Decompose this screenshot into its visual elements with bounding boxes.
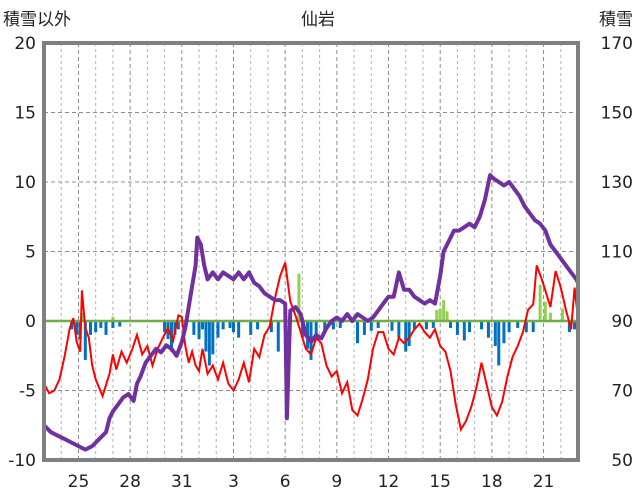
negative-bar [204, 321, 208, 352]
negative-bar [455, 321, 459, 335]
negative-bar [480, 321, 484, 330]
negative-bar [94, 321, 98, 333]
negative-bar [249, 321, 253, 335]
negative-bar [323, 321, 327, 333]
x-tick-label: 12 [378, 472, 400, 492]
x-tick-label: 25 [68, 472, 90, 492]
plot-frame [42, 41, 580, 462]
x-tick-label: 21 [533, 472, 555, 492]
right-tick-label: 130 [601, 173, 633, 193]
snow-depth-line [42, 173, 580, 452]
positive-bar [442, 300, 446, 321]
left-tick-label: 5 [25, 243, 36, 263]
left-tick-label: -5 [19, 382, 36, 402]
negative-bar [216, 321, 220, 338]
right-tick-label: 150 [601, 104, 633, 124]
positive-bar [538, 284, 542, 321]
negative-bar [83, 321, 87, 360]
temperature-line [43, 262, 579, 433]
x-tick-label: 31 [171, 472, 193, 492]
left-axis-label: 積雪以外 [3, 10, 71, 30]
negative-bar [118, 321, 122, 327]
negative-bar [467, 321, 471, 333]
negative-bar [397, 321, 401, 338]
left-axis-tick-labels: -10 -5 0 5 10 15 20 [8, 34, 36, 471]
x-tick-label: 9 [331, 472, 342, 492]
negative-bar [493, 321, 497, 347]
negative-bar [192, 321, 196, 335]
negative-bar [376, 321, 380, 328]
negative-bar [99, 321, 103, 328]
negative-bar [207, 321, 211, 366]
negative-bar [362, 321, 366, 335]
x-axis-tick-labels: 25 28 31 3 6 9 12 15 18 21 [68, 472, 555, 492]
negative-bar [497, 321, 501, 366]
negative-bar [412, 321, 416, 330]
negative-bar [404, 321, 408, 352]
negative-bar [269, 321, 273, 333]
negative-bar [231, 321, 235, 333]
x-tick-label: 15 [429, 472, 451, 492]
negative-bars [70, 321, 577, 366]
negative-bar [89, 321, 93, 335]
negative-bar [176, 321, 180, 330]
negative-bar [104, 321, 108, 335]
left-tick-label: 10 [14, 173, 36, 193]
negative-bar [573, 321, 577, 330]
x-tick-label: 18 [481, 472, 503, 492]
negative-bar [331, 321, 335, 330]
x-tick-label: 6 [280, 472, 291, 492]
right-tick-label: 50 [611, 451, 633, 471]
positive-bar [543, 301, 547, 321]
negative-bar [75, 321, 79, 335]
positive-bar [548, 312, 552, 321]
right-axis-label: 積雪 [599, 10, 633, 30]
negative-bar [407, 321, 411, 347]
x-tick-label: 3 [228, 472, 239, 492]
positive-bar [111, 316, 115, 321]
right-tick-label: 110 [601, 243, 633, 263]
negative-bar [369, 321, 373, 331]
negative-bar [338, 321, 342, 328]
right-axis-tick-labels: 50 70 90 110 130 150 170 [601, 34, 633, 471]
positive-bar [438, 308, 442, 321]
negative-bar [256, 321, 260, 330]
negative-bar [221, 321, 225, 330]
negative-bar [531, 321, 535, 333]
negative-bar [111, 321, 115, 328]
negative-bar [314, 321, 318, 341]
negative-bar [486, 321, 490, 338]
negative-bar [524, 321, 528, 333]
negative-bar [390, 321, 394, 331]
negative-bar [228, 321, 232, 328]
negative-bar [197, 321, 201, 340]
negative-bar [237, 321, 241, 338]
right-tick-label: 90 [611, 312, 633, 332]
negative-bar [356, 321, 360, 344]
negative-bar [502, 321, 506, 344]
negative-bar [507, 321, 511, 333]
left-tick-label: 0 [25, 312, 36, 332]
negative-bar [449, 321, 453, 328]
negative-bar [431, 321, 435, 328]
positive-bar [435, 309, 439, 321]
positive-bar [560, 308, 564, 321]
left-tick-label: 15 [14, 104, 36, 124]
negative-bar [200, 321, 204, 330]
negative-bar [424, 321, 428, 330]
left-tick-label: 20 [14, 34, 36, 54]
right-tick-label: 70 [611, 382, 633, 402]
positive-bar [445, 311, 449, 321]
negative-bar [516, 321, 520, 328]
left-tick-label: -10 [8, 451, 36, 471]
chart-title: 仙岩 [301, 10, 335, 30]
negative-bar [211, 321, 215, 355]
negative-bar [276, 321, 280, 352]
negative-bar [163, 321, 167, 333]
positive-bar [297, 273, 301, 321]
x-tick-label: 28 [119, 472, 141, 492]
negative-bar [462, 321, 466, 341]
right-tick-label: 170 [601, 34, 633, 54]
